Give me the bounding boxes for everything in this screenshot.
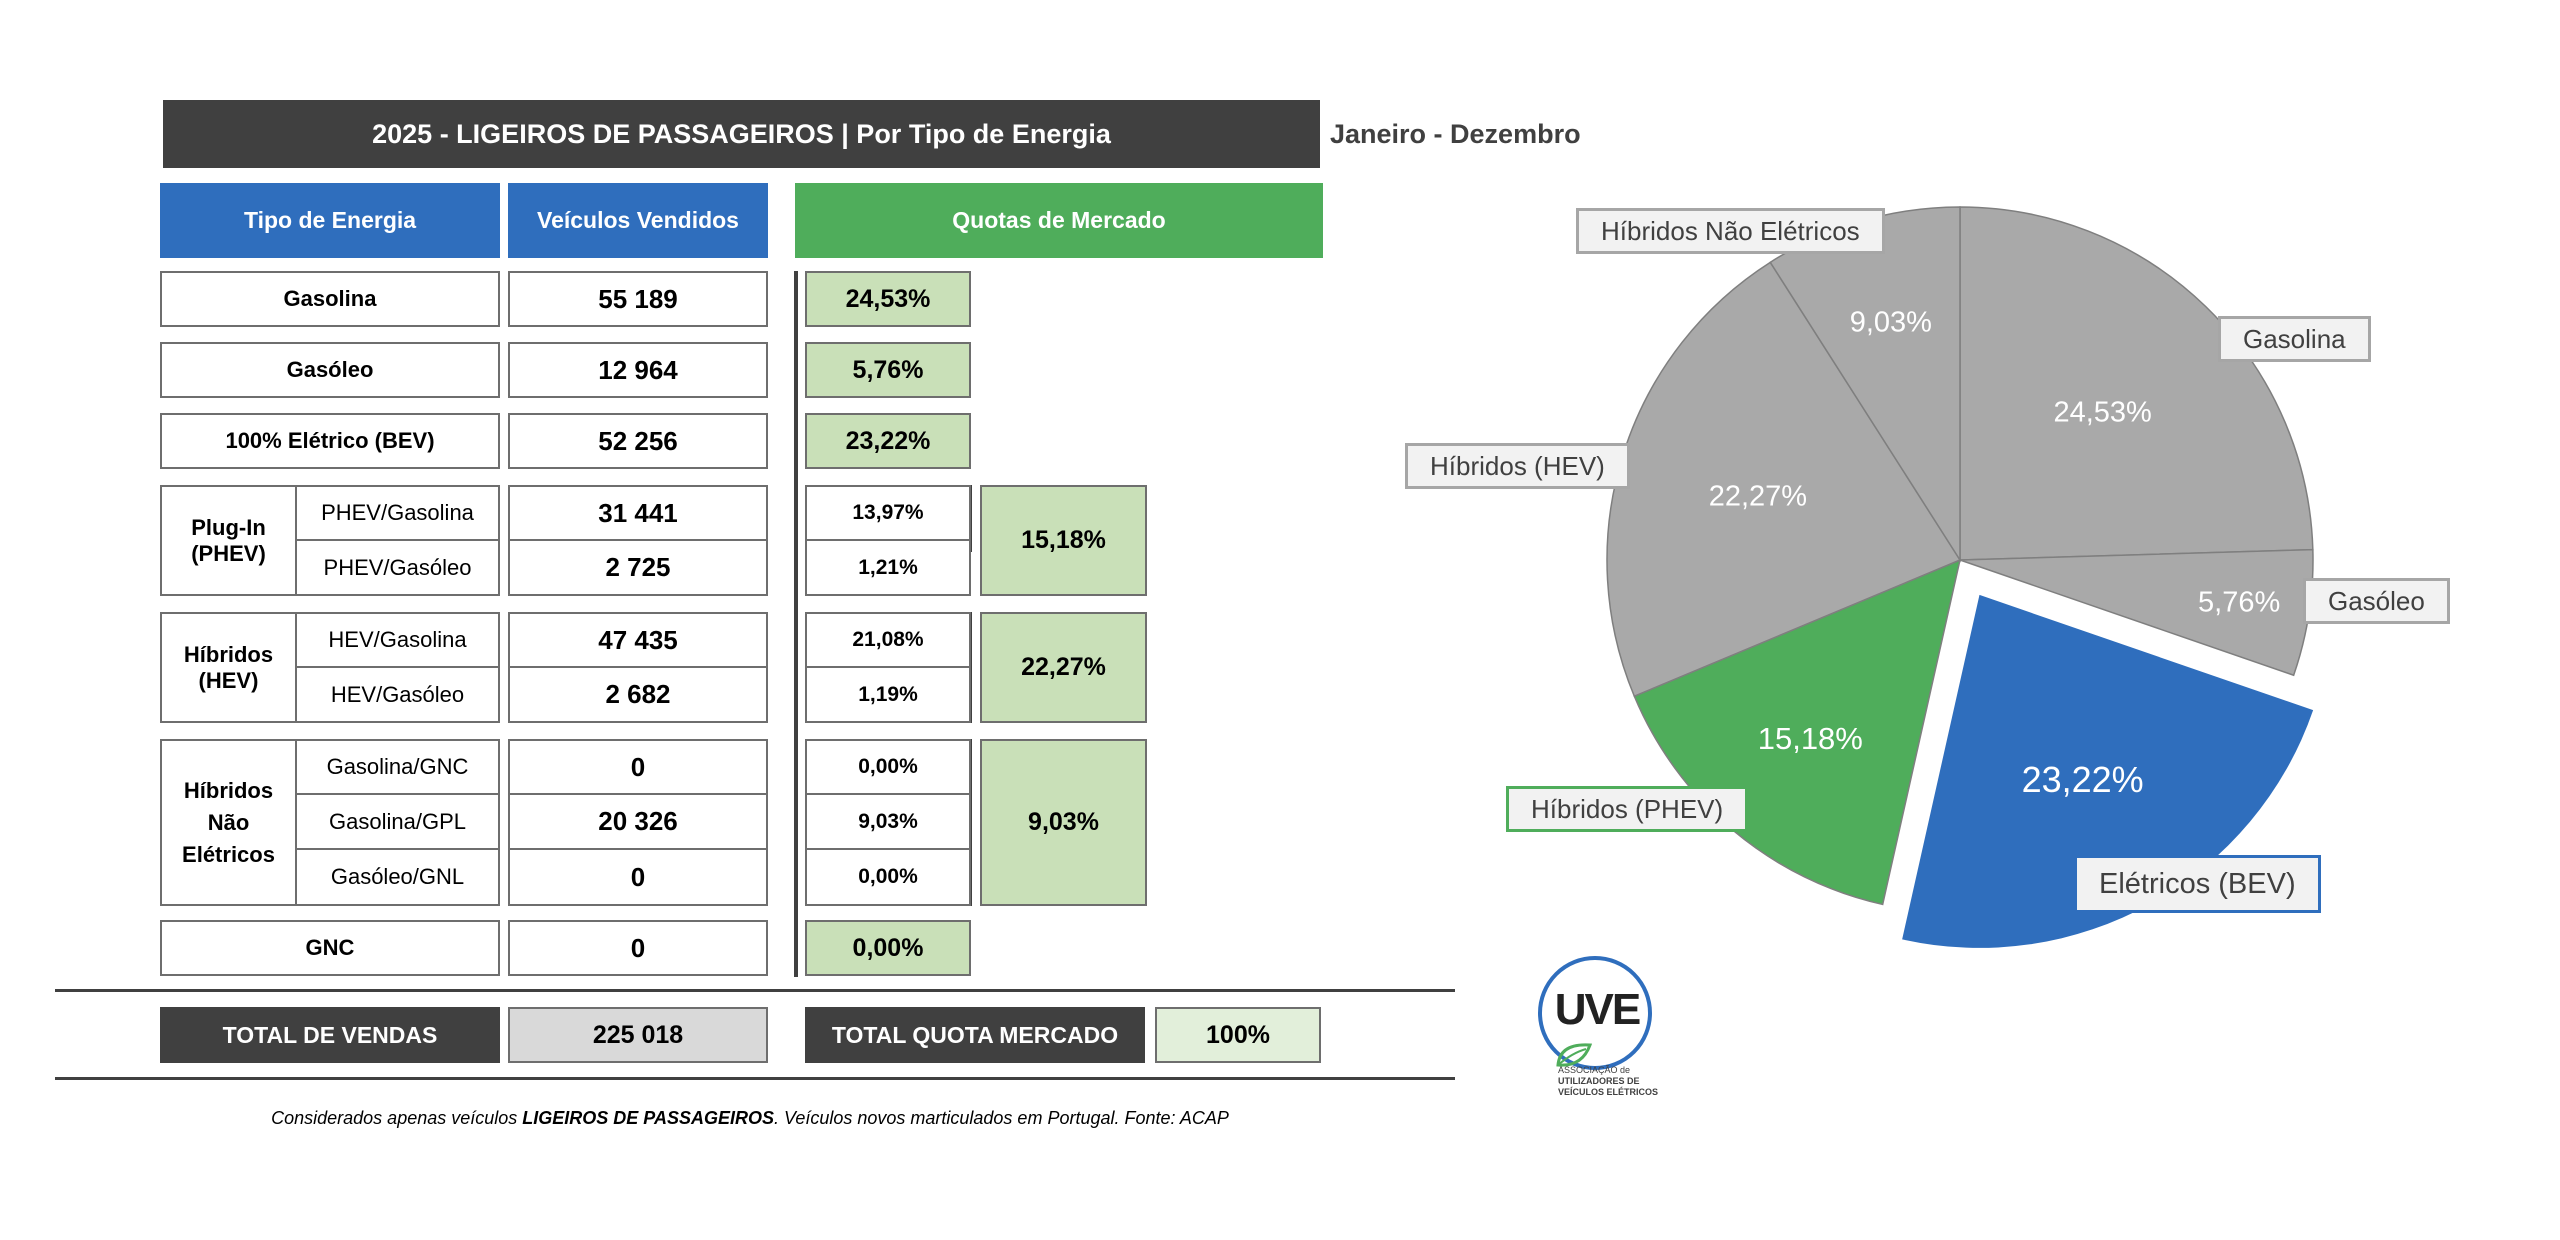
- footnote-post: . Veículos novos marticulados em Portuga…: [773, 1108, 1229, 1128]
- row-gasolina-share: 24,53%: [805, 271, 971, 327]
- header-veiculos-vendidos: Veículos Vendidos: [508, 183, 768, 258]
- row-bev-share: 23,22%: [805, 413, 971, 469]
- row-hev-gasoleo-value: 2 682: [508, 666, 768, 723]
- row-gasoleo-share: 5,76%: [805, 342, 971, 398]
- group-hne-label: Híbridos Não Elétricos: [160, 739, 297, 906]
- pie-slice-pct-0: 24,53%: [2053, 396, 2152, 429]
- total-sales-value: 225 018: [508, 1007, 768, 1063]
- footnote: Considerados apenas veículos LIGEIROS DE…: [100, 1108, 1400, 1129]
- pie-slice-pct-2: 23,22%: [2021, 758, 2144, 800]
- column-separator: [794, 271, 798, 977]
- total-sales-label: TOTAL DE VENDAS: [160, 1007, 500, 1063]
- pie-slice-label-4: Híbridos (HEV): [1405, 443, 1630, 489]
- row-hev-gasoleo-label: HEV/Gasóleo: [295, 666, 500, 723]
- row-gasoleo-label: Gasóleo: [160, 342, 500, 398]
- footnote-pre: Considerados apenas veículos: [271, 1108, 523, 1128]
- pie-slice-pct-4: 22,27%: [1708, 480, 1808, 513]
- footnote-bold: LIGEIROS DE PASSAGEIROS: [522, 1108, 774, 1128]
- uve-logo-text: UVE: [1554, 985, 1641, 1034]
- row-gnc-label: GNC: [160, 920, 500, 976]
- period-label: Janeiro - Dezembro: [1330, 118, 1581, 149]
- group-hne-total-share: 9,03%: [980, 739, 1147, 906]
- row-hne-gasolina-gpl-label: Gasolina/GPL: [295, 793, 500, 850]
- total-share-label: TOTAL QUOTA MERCADO: [805, 1007, 1145, 1063]
- row-bev-label: 100% Elétrico (BEV): [160, 413, 500, 469]
- group-phev-label: Plug-In (PHEV): [160, 485, 297, 596]
- row-gnc-value: 0: [508, 920, 768, 976]
- pie-slice-pct-5: 9,03%: [1849, 306, 1932, 339]
- pie-slice-label-1: Gasóleo: [2303, 578, 2450, 624]
- uve-logo-line2: UTILIZADORES DE: [1558, 1076, 1640, 1086]
- page-title: 2025 - LIGEIROS DE PASSAGEIROS | Por Tip…: [163, 100, 1320, 168]
- row-gasoleo-value: 12 964: [508, 342, 768, 398]
- group-phev-total-share: 15,18%: [980, 485, 1147, 596]
- group-hev-total-share: 22,27%: [980, 612, 1147, 723]
- pie-slice-label-2: Elétricos (BEV): [2074, 855, 2321, 913]
- pie-slice-label-3: Híbridos (PHEV): [1506, 786, 1749, 832]
- totals-top-rule: [55, 989, 1455, 992]
- group-hev-label: Híbridos (HEV): [160, 612, 297, 723]
- row-bev-value: 52 256: [508, 413, 768, 469]
- row-hev-gasoleo-share: 1,19%: [805, 666, 971, 723]
- row-hne-gasolina-gnc-value: 0: [508, 739, 768, 795]
- row-hne-gasolina-gnc-label: Gasolina/GNC: [295, 739, 500, 795]
- row-phev-gasoleo-share: 1,21%: [805, 539, 971, 596]
- uve-logo-caption: ASSOCIAÇÃO de UTILIZADORES DE VEÍCULOS E…: [1558, 1065, 1658, 1098]
- pie-slice-0: [1959, 206, 2314, 561]
- uve-logo-line1: ASSOCIAÇÃO de: [1558, 1065, 1631, 1075]
- pie-slice-pct-1: 5,76%: [2198, 586, 2281, 619]
- row-gasolina-label: Gasolina: [160, 271, 500, 327]
- uve-logo-line3: VEÍCULOS ELÉTRICOS: [1558, 1087, 1659, 1097]
- header-tipo-energia: Tipo de Energia: [160, 183, 500, 258]
- row-hne-gasolina-gpl-value: 20 326: [508, 793, 768, 850]
- uve-logo: UVE ASSOCIAÇÃO de UTILIZADORES DE VEÍCUL…: [1530, 955, 1700, 1115]
- row-hne-gasolina-gnc-share: 0,00%: [805, 739, 971, 795]
- row-hne-gasoleo-gnl-value: 0: [508, 848, 768, 906]
- row-gasolina-value: 55 189: [508, 271, 768, 327]
- row-phev-gasoleo-label: PHEV/Gasóleo: [295, 539, 500, 596]
- row-hne-gasoleo-gnl-label: Gasóleo/GNL: [295, 848, 500, 906]
- header-quotas-mercado: Quotas de Mercado: [795, 183, 1323, 258]
- row-phev-gasoleo-value: 2 725: [508, 539, 768, 596]
- pie-slice-pct-3: 15,18%: [1757, 720, 1863, 756]
- row-hev-gasolina-label: HEV/Gasolina: [295, 612, 500, 668]
- row-hne-gasoleo-gnl-share: 0,00%: [805, 848, 971, 906]
- row-gnc-share: 0,00%: [805, 920, 971, 976]
- total-share-value: 100%: [1155, 1007, 1321, 1063]
- totals-bottom-rule: [55, 1077, 1455, 1080]
- pie-slice-label-5: Híbridos Não Elétricos: [1576, 208, 1885, 254]
- uve-logo-mark: [1538, 956, 1652, 1070]
- pie-slice-label-0: Gasolina: [2218, 316, 2371, 362]
